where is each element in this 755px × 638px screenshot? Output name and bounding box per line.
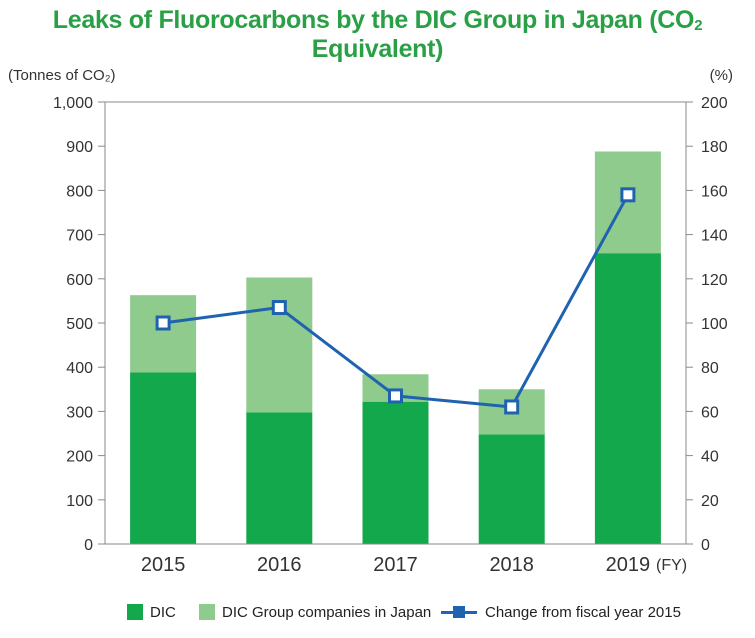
y-left-tick-label: 400: [66, 360, 93, 377]
y-left-tick-label: 700: [66, 228, 93, 245]
legend-item-group: DIC Group companies in Japan: [199, 600, 431, 624]
legend-swatch-group: [199, 604, 215, 620]
line-marker-2019: [620, 187, 636, 203]
x-tick-label-2017: 2017: [373, 554, 418, 576]
legend-swatch-change: [441, 604, 477, 620]
line-marker-2016: [271, 300, 287, 316]
bar-group-2015: [130, 295, 197, 373]
bar-dic-2018: [478, 434, 545, 544]
legend-item-change: Change from fiscal year 2015: [441, 600, 681, 624]
bar-dic-2016: [246, 412, 313, 544]
x-tick-label-2018: 2018: [489, 554, 534, 576]
line-layer: [155, 187, 636, 415]
y-left-tick-label: 600: [66, 272, 93, 289]
y-left-tick-label: 100: [66, 493, 93, 510]
line-marker-2015: [155, 315, 171, 331]
y-right-axis-label: (%): [710, 67, 733, 84]
bar-dic-2015: [130, 372, 197, 544]
bar-dic-2019: [594, 253, 661, 544]
plot-frame: [98, 101, 693, 545]
x-axis-unit-label: (FY): [656, 557, 687, 574]
y-right-tick-label: 0: [701, 537, 710, 554]
y-left-tick-label: 0: [84, 537, 93, 554]
bar-dic-2017: [362, 401, 429, 544]
bars-layer: [130, 151, 661, 544]
y-right-tick-label: 200: [701, 95, 728, 112]
legend-item-dic: DIC: [127, 600, 176, 624]
y-right-tick-label: 40: [701, 449, 719, 466]
x-tick-label-2015: 2015: [141, 554, 186, 576]
axis-labels: 0 100 200 300 400 500 600 700 800 900 1,000 0 20 40 60…: [8, 67, 733, 576]
y-left-tick-label: 200: [66, 449, 93, 466]
y-left-tick-label: 500: [66, 316, 93, 333]
line-marker-2018: [504, 399, 520, 415]
y-left-tick-label: 300: [66, 404, 93, 421]
y-left-tick-label: 800: [66, 183, 93, 200]
y-left-axis-label: (Tonnes of CO₂): [8, 67, 116, 84]
bar-group-2016: [246, 277, 313, 413]
x-tick-label-2019: 2019: [606, 554, 651, 576]
legend-swatch-dic: [127, 604, 143, 620]
legend-label-group: DIC Group companies in Japan: [222, 603, 432, 621]
y-right-tick-label: 60: [701, 404, 719, 421]
y-left-tick-label: 1,000: [53, 95, 93, 112]
legend-label-dic: DIC: [150, 603, 176, 621]
line-marker-2017: [388, 388, 403, 404]
y-right-tick-label: 140: [701, 228, 728, 245]
y-right-tick-label: 80: [701, 360, 719, 377]
y-right-tick-label: 120: [701, 272, 728, 289]
chart-canvas: 0 100 200 300 400 500 600 700 800 900 1,000 0 20 40 60…: [8, 67, 733, 576]
y-right-tick-label: 100: [701, 316, 728, 333]
x-tick-label-2016: 2016: [257, 554, 302, 576]
y-right-tick-label: 20: [701, 493, 719, 510]
y-right-tick-label: 180: [701, 139, 728, 156]
y-right-tick-label: 160: [701, 183, 728, 200]
chart-title: Leaks of Fluorocarbons by the DIC Group …: [52, 6, 703, 63]
legend-label-change: Change from fiscal year 2015: [485, 603, 681, 621]
legend: DIC DIC Group companies in Japan Change …: [0, 600, 755, 624]
y-left-tick-label: 900: [66, 139, 93, 156]
